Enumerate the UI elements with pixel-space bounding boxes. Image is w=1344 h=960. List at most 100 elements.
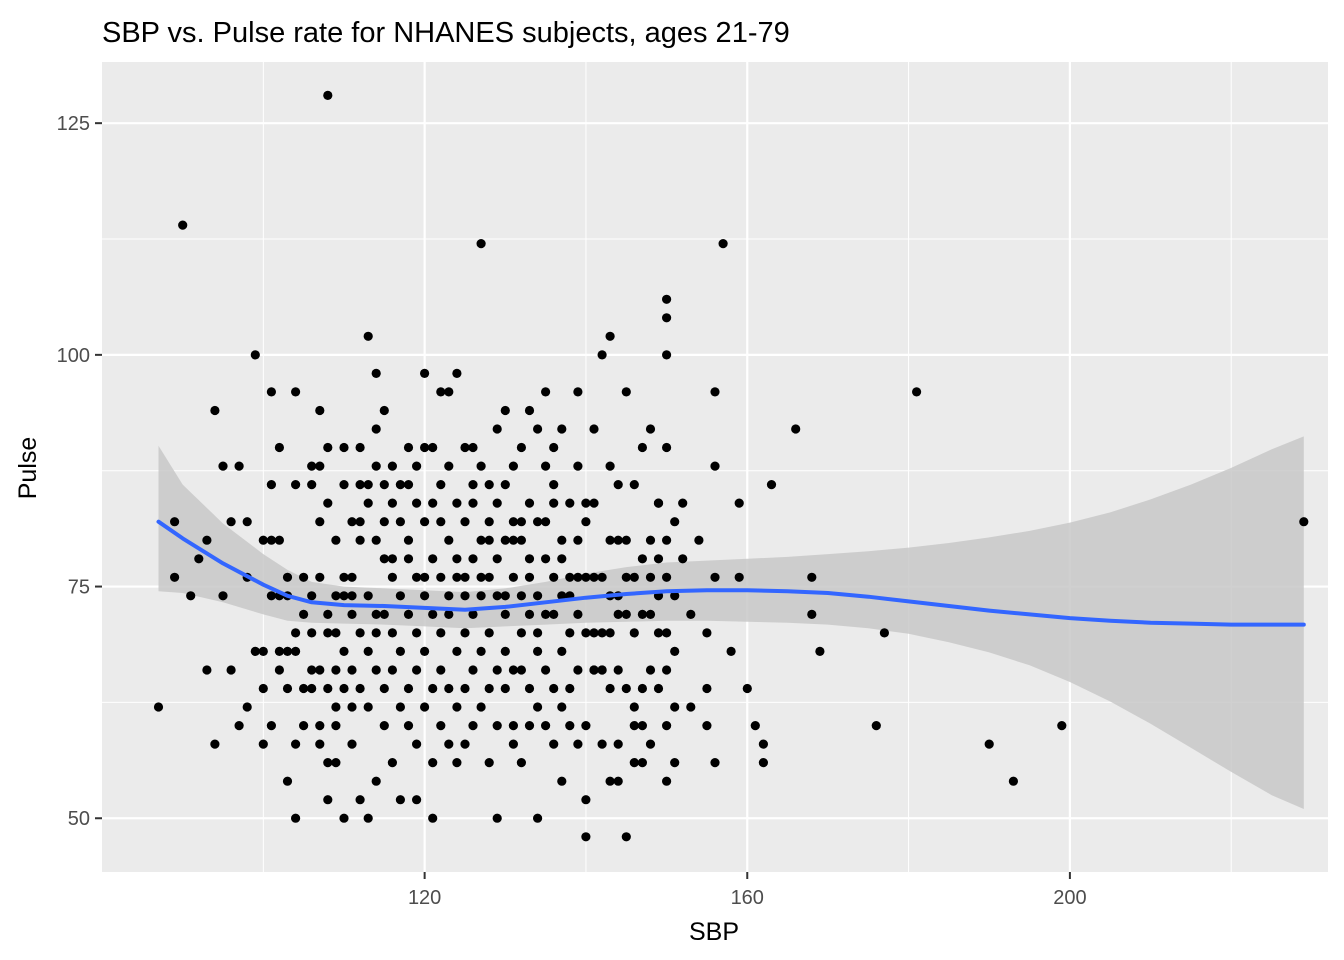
data-point — [186, 591, 196, 601]
data-point — [581, 498, 591, 508]
data-point — [597, 628, 607, 638]
data-point — [242, 702, 252, 712]
data-point — [492, 554, 502, 564]
data-point — [702, 628, 712, 638]
data-point — [452, 368, 462, 378]
x-tick-label: 120 — [408, 887, 441, 909]
data-point — [662, 628, 672, 638]
data-point — [250, 646, 260, 657]
data-point — [266, 387, 276, 397]
data-point — [581, 795, 591, 805]
data-point — [371, 535, 381, 545]
data-point — [629, 480, 639, 490]
data-point — [500, 480, 510, 490]
data-point — [678, 498, 688, 508]
data-point — [557, 424, 567, 434]
data-point — [355, 683, 365, 694]
data-point — [670, 517, 680, 527]
data-point — [436, 721, 446, 731]
data-point — [403, 721, 414, 731]
data-point — [637, 683, 648, 694]
data-point — [339, 442, 349, 453]
data-point — [299, 609, 309, 620]
data-point — [299, 721, 309, 731]
data-point — [613, 665, 623, 675]
data-point — [323, 498, 333, 508]
data-point — [234, 461, 244, 471]
data-point — [533, 702, 543, 712]
data-point — [605, 776, 615, 786]
data-point — [363, 591, 373, 601]
data-point — [637, 442, 648, 453]
data-point — [339, 572, 349, 582]
data-point — [516, 628, 527, 638]
data-point — [379, 480, 389, 490]
data-point — [533, 517, 543, 527]
data-point — [516, 591, 527, 601]
data-point — [395, 795, 405, 805]
data-point — [315, 461, 325, 471]
data-point — [468, 498, 478, 508]
data-point — [524, 609, 535, 620]
data-point — [291, 387, 301, 397]
data-point — [533, 424, 543, 434]
data-point — [420, 368, 430, 378]
data-point — [484, 572, 494, 582]
data-point — [412, 665, 422, 675]
data-point — [508, 665, 518, 675]
data-point — [403, 683, 414, 694]
data-point — [291, 646, 301, 657]
data-point — [645, 424, 656, 434]
data-point — [282, 683, 293, 694]
data-point — [653, 498, 664, 508]
data-point — [347, 572, 357, 582]
data-point — [315, 405, 325, 416]
data-point — [420, 646, 430, 657]
data-point — [299, 572, 309, 582]
data-point — [670, 702, 680, 712]
data-point — [282, 572, 293, 582]
data-point — [710, 461, 720, 471]
data-point — [871, 721, 881, 731]
data-point — [662, 721, 672, 731]
data-point — [371, 665, 381, 675]
data-point — [516, 665, 527, 675]
data-point — [573, 535, 583, 545]
data-point — [307, 591, 317, 601]
data-point — [428, 758, 438, 768]
data-point — [202, 535, 212, 545]
data-point — [460, 517, 470, 527]
data-point — [218, 461, 228, 471]
data-point — [581, 832, 591, 842]
data-point — [258, 683, 268, 694]
data-point — [307, 683, 317, 694]
data-point — [549, 442, 559, 453]
data-point — [323, 609, 333, 620]
data-point — [387, 554, 397, 564]
data-point — [460, 683, 470, 694]
data-point — [170, 572, 180, 582]
data-point — [662, 442, 672, 453]
data-point — [266, 591, 276, 601]
data-point — [299, 683, 309, 694]
data-point — [331, 702, 341, 712]
data-point — [484, 758, 494, 768]
data-point — [662, 776, 672, 786]
data-point — [323, 90, 333, 100]
data-point — [629, 721, 639, 731]
data-point — [766, 480, 777, 490]
data-point — [508, 461, 518, 471]
data-point — [557, 776, 567, 786]
data-point — [508, 572, 518, 582]
data-point — [210, 739, 220, 749]
data-point — [742, 683, 752, 694]
data-point — [645, 609, 656, 620]
data-point — [347, 609, 357, 620]
data-point — [412, 795, 422, 805]
data-point — [549, 739, 559, 749]
data-point — [597, 350, 607, 360]
data-point — [637, 609, 648, 620]
data-point — [984, 739, 994, 749]
data-point — [178, 220, 188, 230]
